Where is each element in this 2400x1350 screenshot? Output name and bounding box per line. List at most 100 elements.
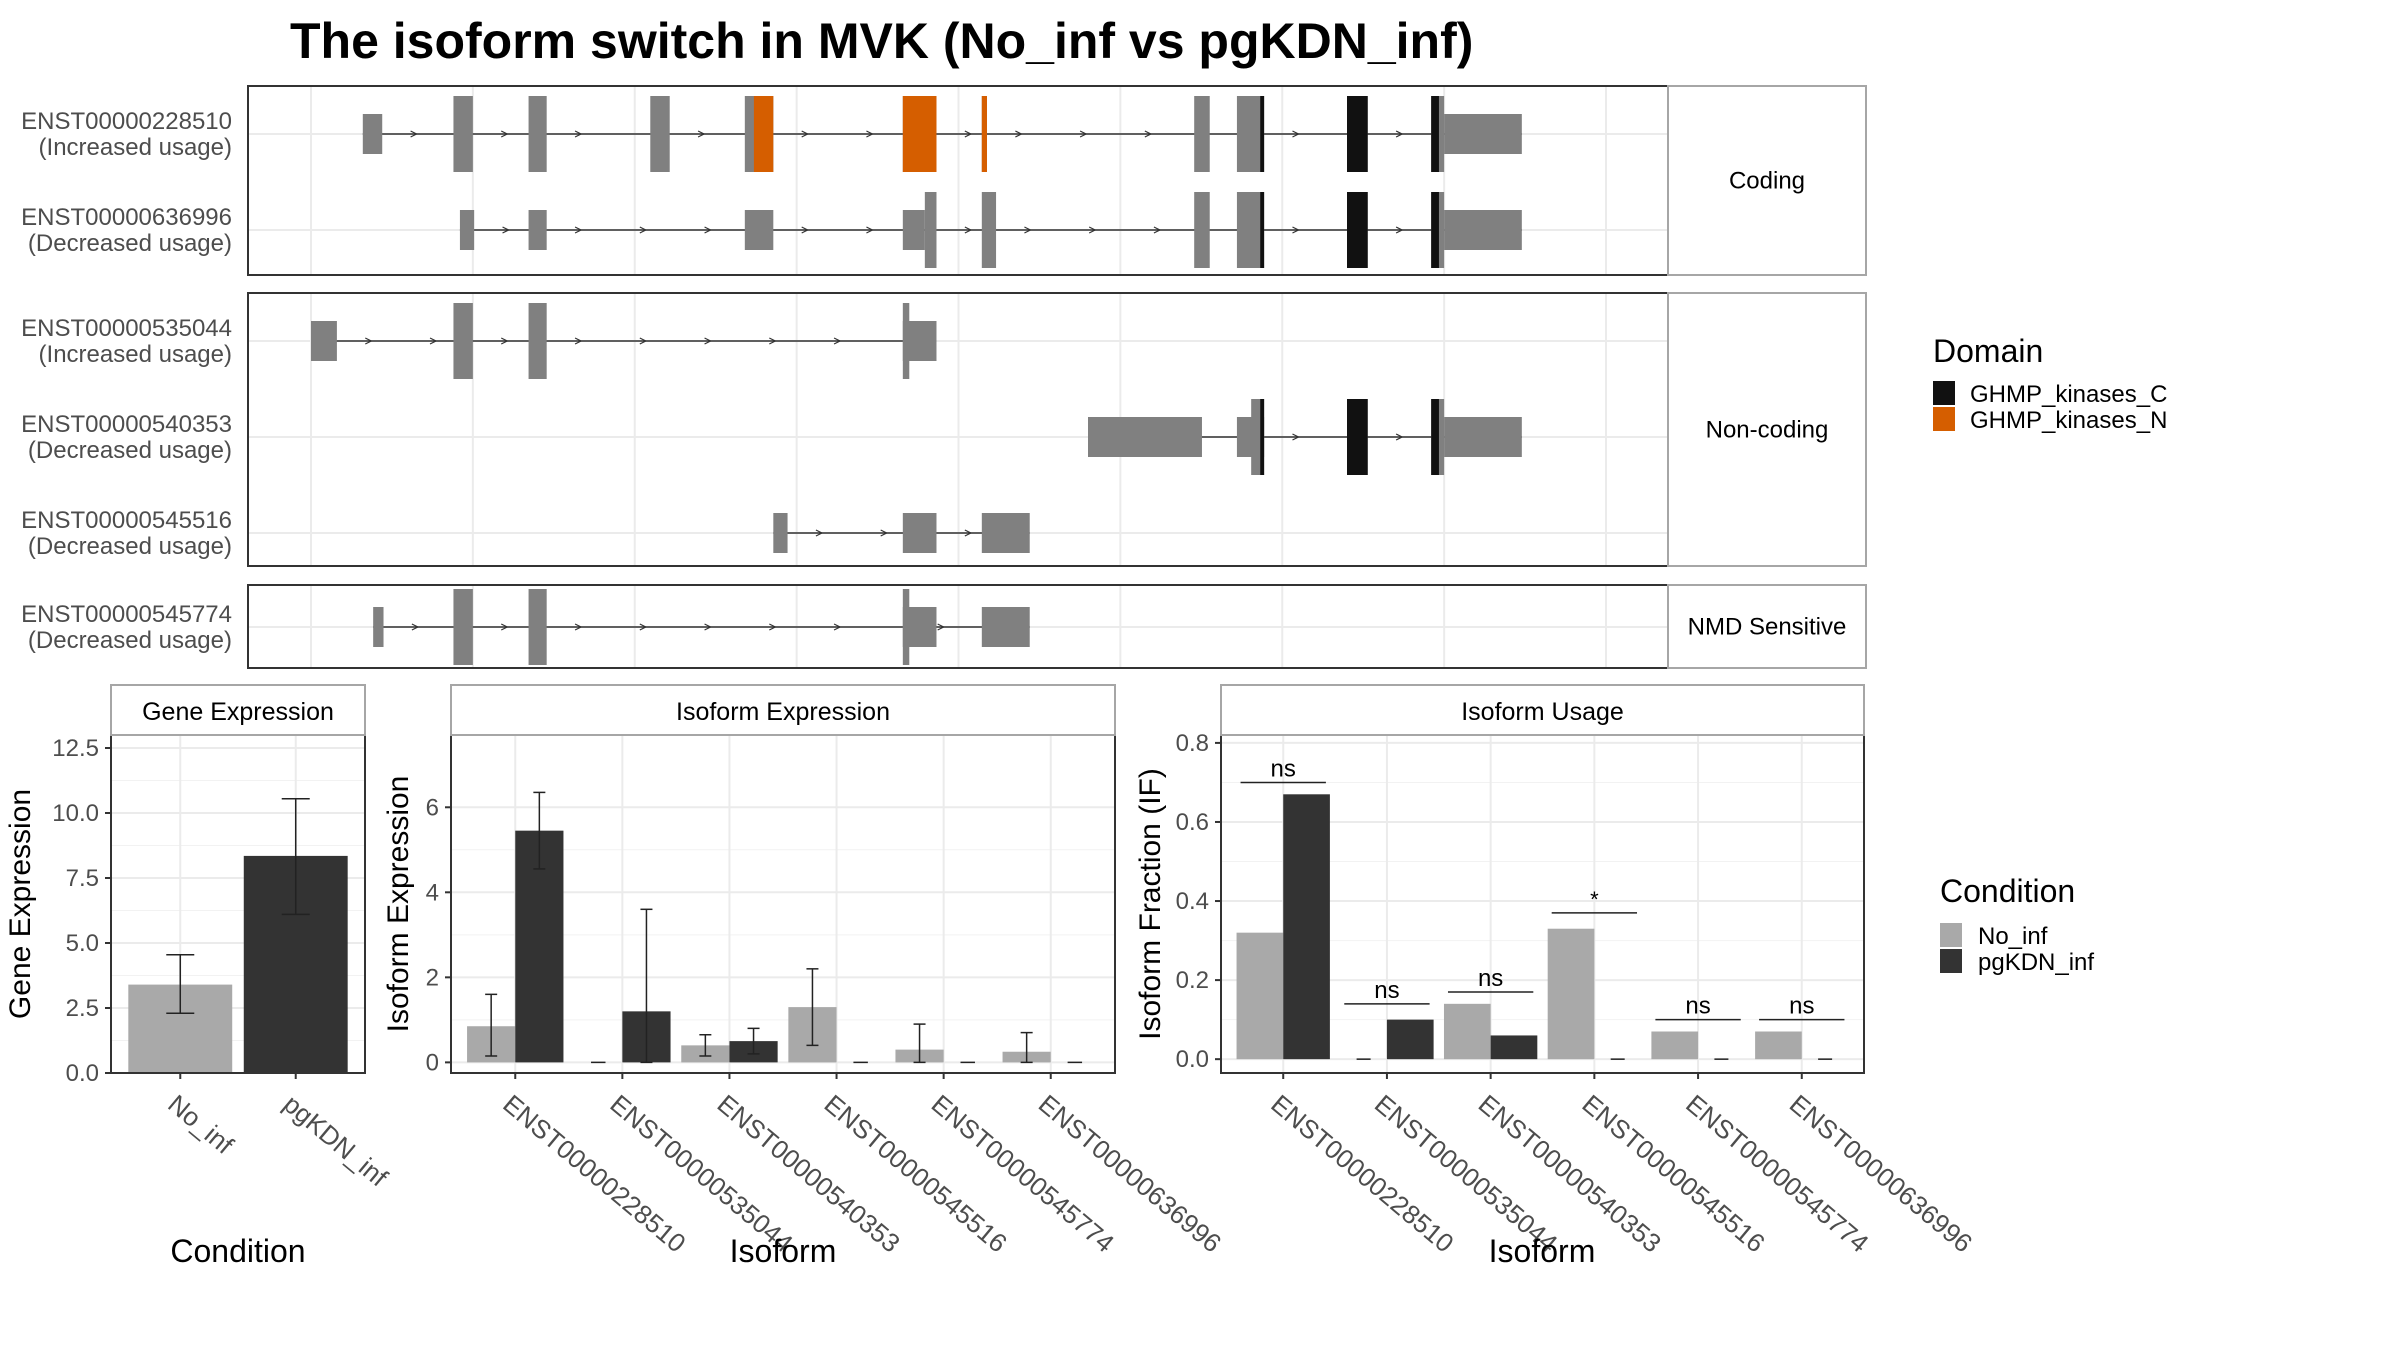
isoform-id-label: ENST00000228510 bbox=[21, 108, 232, 135]
bar bbox=[1651, 1031, 1699, 1060]
intron-arrow bbox=[429, 337, 438, 345]
intron-arrow bbox=[964, 130, 973, 138]
coding-exon bbox=[1194, 96, 1210, 172]
y-tick-label: 12.5 bbox=[52, 735, 99, 762]
utr-exon bbox=[311, 321, 337, 361]
x-axis-title: Isoform bbox=[730, 1233, 837, 1269]
isoform-row bbox=[373, 589, 1030, 665]
domain-ghmp-c bbox=[1431, 96, 1439, 172]
utr-exon bbox=[1444, 210, 1522, 250]
domain-ghmp-n bbox=[981, 96, 987, 172]
x-tick-label: ENST00000545516 bbox=[1576, 1089, 1770, 1259]
domain-ghmp-c bbox=[1431, 399, 1439, 475]
intron-arrow bbox=[500, 337, 509, 345]
structure-facet-coding bbox=[247, 85, 1867, 276]
utr-exon bbox=[528, 210, 547, 250]
isoform-usage-label: (Decreased usage) bbox=[28, 230, 232, 257]
utr-exon bbox=[373, 607, 384, 647]
utr-exon bbox=[902, 513, 937, 553]
intron-arrow bbox=[1292, 433, 1300, 441]
y-tick-label: 0.2 bbox=[1176, 967, 1209, 994]
intron-arrow bbox=[704, 337, 712, 345]
significance-label: ns bbox=[1271, 755, 1296, 782]
domain-ghmp-c bbox=[1347, 399, 1368, 475]
coding-exon bbox=[924, 192, 937, 268]
significance-label: ns bbox=[1685, 993, 1710, 1020]
significance-label: ns bbox=[1789, 993, 1814, 1020]
bar bbox=[1283, 794, 1330, 1060]
coding-exon bbox=[453, 303, 473, 379]
coding-exon bbox=[453, 96, 473, 172]
intron-arrow bbox=[574, 337, 583, 345]
domain-legend-label: GHMP_kinases_C bbox=[1970, 381, 2167, 408]
x-tick-label: ENST00000228510 bbox=[497, 1089, 691, 1259]
isoform-usage-label: (Decreased usage) bbox=[28, 437, 232, 464]
y-tick-label: 4 bbox=[426, 879, 439, 906]
intron-arrow bbox=[1024, 226, 1032, 234]
intron-arrow bbox=[1153, 226, 1162, 234]
y-tick-label: 0.8 bbox=[1176, 730, 1209, 757]
bar-panel-gene-expression: Gene Expression 0.0 2.5 5.0 7.5 10.0 12.5 No_in… bbox=[4, 684, 394, 1269]
bar bbox=[1755, 1031, 1802, 1060]
intron-arrow bbox=[1079, 130, 1088, 138]
domain-legend-key bbox=[1933, 407, 1955, 431]
domain-ghmp-c bbox=[1260, 96, 1265, 172]
figure-title: The isoform switch in MVK (No_inf vs pgK… bbox=[290, 13, 1473, 69]
utr-exon bbox=[773, 513, 788, 553]
intron-arrow bbox=[866, 130, 874, 138]
panel-strip-label: Isoform Expression bbox=[676, 698, 890, 726]
intron-arrow bbox=[1395, 433, 1404, 441]
panel-strip-label: Gene Expression bbox=[142, 698, 334, 726]
utr-exon bbox=[1088, 417, 1202, 457]
utr-exon bbox=[362, 114, 383, 154]
intron-arrow bbox=[1292, 130, 1300, 138]
isoform-usage-label: (Decreased usage) bbox=[28, 533, 232, 560]
y-tick-label: 10.0 bbox=[52, 800, 99, 827]
panel-strip-label: Isoform Usage bbox=[1461, 698, 1624, 726]
x-tick-label: ENST00000545774 bbox=[926, 1089, 1120, 1259]
intron-arrow bbox=[365, 337, 373, 345]
y-tick-label: 0.6 bbox=[1176, 809, 1209, 836]
condition-legend-label: No_inf bbox=[1978, 923, 2048, 950]
domain-ghmp-c bbox=[1347, 96, 1368, 172]
utr-exon bbox=[981, 607, 1030, 647]
isoform-id-label: ENST00000540353 bbox=[21, 411, 232, 438]
bar bbox=[1236, 932, 1284, 1060]
condition-legend-key bbox=[1940, 949, 1962, 973]
facet-strip bbox=[1667, 292, 1867, 567]
structure-facet-nmd-sensitive bbox=[247, 584, 1867, 669]
intron-arrow bbox=[964, 226, 973, 234]
intron-arrow bbox=[410, 130, 418, 138]
utr-exon bbox=[1444, 417, 1522, 457]
bar bbox=[1443, 1003, 1491, 1060]
intron-arrow bbox=[697, 130, 706, 138]
y-tick-label: 5.0 bbox=[66, 930, 99, 957]
facet-strip-label: NMD Sensitive bbox=[1688, 614, 1847, 641]
bar bbox=[1547, 928, 1595, 1060]
x-tick-label: ENST00000228510 bbox=[1265, 1089, 1459, 1259]
intron-arrow bbox=[1395, 226, 1404, 234]
coding-exon bbox=[1236, 96, 1265, 172]
isoform-id-label: ENST00000636996 bbox=[21, 204, 232, 231]
intron-arrow bbox=[704, 623, 712, 631]
coding-exon bbox=[1194, 192, 1210, 268]
intron-arrow bbox=[769, 623, 777, 631]
coding-exon bbox=[453, 589, 473, 665]
x-tick-label: ENST00000636996 bbox=[1033, 1089, 1227, 1259]
domain-ghmp-c bbox=[1431, 192, 1439, 268]
coding-exon bbox=[1236, 192, 1265, 268]
panel-strip bbox=[1220, 684, 1865, 736]
intron-arrow bbox=[574, 130, 583, 138]
intron-arrow bbox=[866, 226, 874, 234]
coding-exon bbox=[650, 96, 670, 172]
intron-arrow bbox=[500, 130, 509, 138]
intron-arrow bbox=[411, 623, 420, 631]
isoform-usage-label: (Increased usage) bbox=[39, 134, 232, 161]
significance-label: ns bbox=[1478, 965, 1503, 992]
domain-ghmp-n bbox=[753, 96, 774, 172]
isoform-usage-label: (Increased usage) bbox=[39, 341, 232, 368]
intron-arrow bbox=[801, 226, 810, 234]
